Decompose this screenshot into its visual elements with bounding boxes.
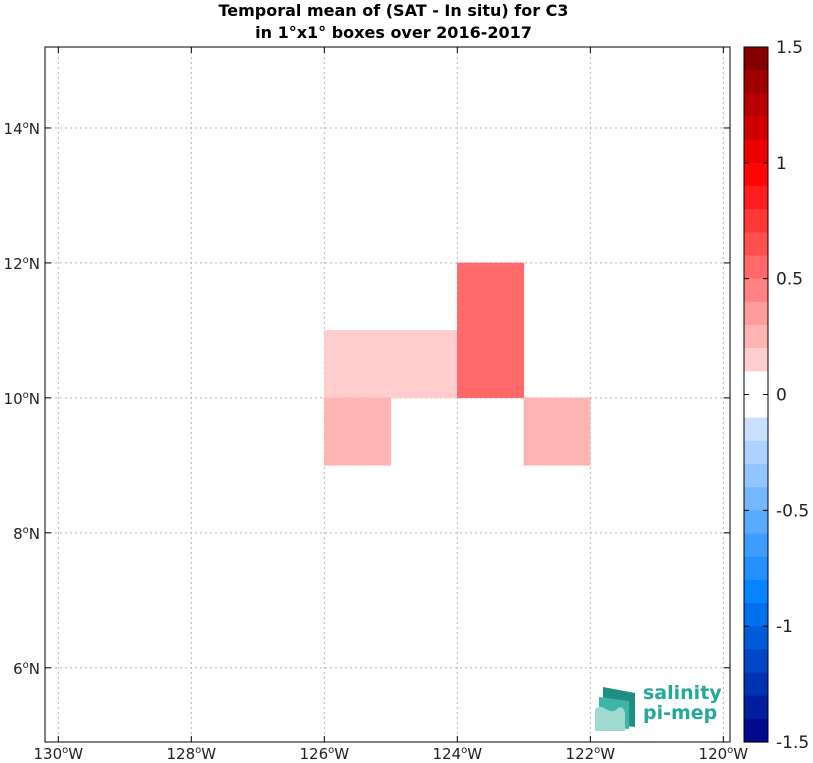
logo-text-line-1: salinity (643, 682, 722, 704)
colorbar-segment (744, 209, 768, 233)
colorbar-segment (744, 464, 768, 488)
salinity-pi-mep-logo: salinity pi-mep (595, 683, 735, 733)
colorbar-segment (744, 301, 768, 326)
data-cell (390, 330, 458, 399)
colorbar-segment (744, 440, 768, 465)
colorbar-segment (744, 533, 768, 558)
colorbar-segment (744, 232, 768, 257)
colorbar-segment (744, 371, 768, 396)
colorbar-segment (744, 510, 768, 535)
y-tick-label: 14oN (4, 120, 40, 138)
chart-title-line-1: Temporal mean of (SAT - In situ) for C3 (218, 1, 569, 20)
colorbar-segment (744, 695, 768, 720)
colorbar-segment (744, 255, 768, 280)
colorbar-segment (744, 579, 768, 604)
x-tick-label: 124oW (433, 745, 483, 763)
colorbar-tick-label: -0.5 (776, 501, 809, 521)
colorbar-segment (744, 93, 768, 118)
colorbar-segment (744, 394, 768, 419)
y-tick-label: 12oN (4, 255, 40, 273)
data-cell (523, 397, 591, 466)
y-axis-ticks: 6oN 8oN 10oN 12oN 14oN (4, 120, 730, 678)
data-cell (324, 397, 392, 466)
x-tick-label: 130oW (33, 745, 83, 763)
colorbar-tick-label: -1.5 (776, 733, 809, 753)
chart-title-line-2: in 1°x1° boxes over 2016-2017 (255, 23, 532, 42)
colorbar-segment (744, 626, 768, 650)
data-cell (457, 330, 525, 399)
colorbar-segment (744, 116, 768, 141)
colorbar-segment (744, 649, 768, 674)
colorbar-tick-label: 1.5 (776, 38, 803, 58)
y-tick-label: 6oN (13, 660, 40, 678)
colorbar-segment (744, 672, 768, 697)
colorbar-tick-label: 0 (776, 386, 787, 406)
y-tick-label: 8oN (13, 525, 40, 543)
x-tick-label: 120oW (699, 745, 749, 763)
x-tick-label: 122oW (566, 745, 616, 763)
colorbar-segment (744, 556, 768, 581)
data-cell (457, 262, 525, 331)
colorbar-segment (744, 417, 768, 442)
x-tick-label: 128oW (167, 745, 217, 763)
y-tick-label: 10oN (4, 390, 40, 408)
colorbar-segment (744, 348, 768, 372)
colorbar-tick-label: -1 (776, 617, 793, 637)
colorbar-segment (744, 70, 768, 94)
colorbar-segment (744, 139, 768, 164)
data-cell (324, 330, 392, 399)
data-cells (324, 262, 591, 466)
colorbar-segment (744, 487, 768, 511)
colorbar-tick-label: 1 (776, 154, 787, 174)
x-tick-label: 126oW (300, 745, 350, 763)
colorbar-segment (744, 325, 768, 349)
plot-frame (44, 46, 731, 743)
grid-lines (45, 47, 730, 742)
colorbar-segment (744, 47, 768, 71)
colorbar-segment (744, 278, 768, 303)
colorbar-segment (744, 162, 768, 187)
wave-logo-icon (595, 687, 635, 731)
colorbar-tick-label: 0.5 (776, 270, 803, 290)
colorbar (743, 46, 769, 743)
logo-text: salinity pi-mep (643, 683, 722, 723)
x-axis-ticks: 130oW 128oW 126oW 124oW 122oW 120oW (33, 47, 748, 763)
chart-title: Temporal mean of (SAT - In situ) for C3 … (0, 0, 787, 44)
colorbar-segment (744, 603, 768, 627)
colorbar-segment (744, 718, 768, 743)
colorbar-segment (744, 186, 768, 210)
logo-text-line-2: pi-mep (643, 702, 718, 724)
colorbar-ticks: 1.5 1 0.5 0 -0.5 -1 -1.5 (744, 38, 809, 753)
